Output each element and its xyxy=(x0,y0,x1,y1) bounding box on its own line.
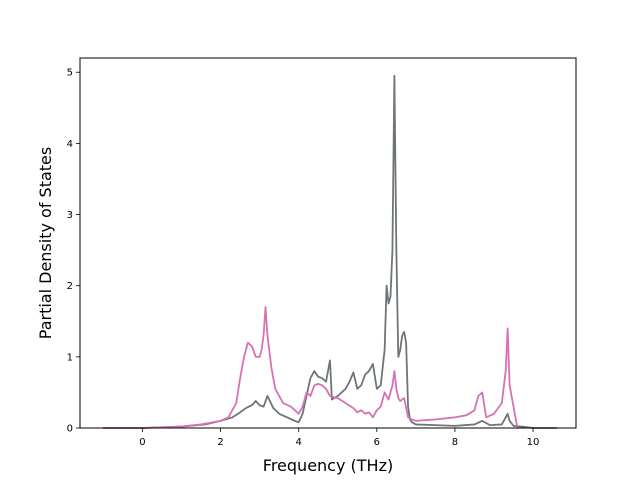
x-tick-label: 2 xyxy=(217,437,223,448)
x-tick-label: 8 xyxy=(452,437,458,448)
x-tick-label: 4 xyxy=(296,437,302,448)
x-tick-label: 0 xyxy=(139,437,145,448)
y-tick-label: 3 xyxy=(67,210,73,221)
y-axis-title: Partial Density of States xyxy=(36,147,55,339)
y-tick-label: 2 xyxy=(67,281,73,292)
series-line-1 xyxy=(102,74,558,429)
y-tick-label: 1 xyxy=(67,352,73,363)
x-tick-label: 6 xyxy=(374,437,380,448)
y-tick-label: 4 xyxy=(67,139,73,150)
x-tick-label: 10 xyxy=(527,437,540,448)
y-tick-label: 0 xyxy=(67,424,73,435)
y-tick-label: 5 xyxy=(67,68,73,79)
x-axis-title: Frequency (THz) xyxy=(263,456,393,475)
plot-frame xyxy=(79,57,577,429)
x-axis-ticks: 0 2 4 6 8 10 xyxy=(139,428,539,448)
series-layer xyxy=(102,74,558,429)
series-line-2 xyxy=(102,306,519,429)
y-axis-ticks: 0 1 2 3 4 5 xyxy=(67,68,80,435)
